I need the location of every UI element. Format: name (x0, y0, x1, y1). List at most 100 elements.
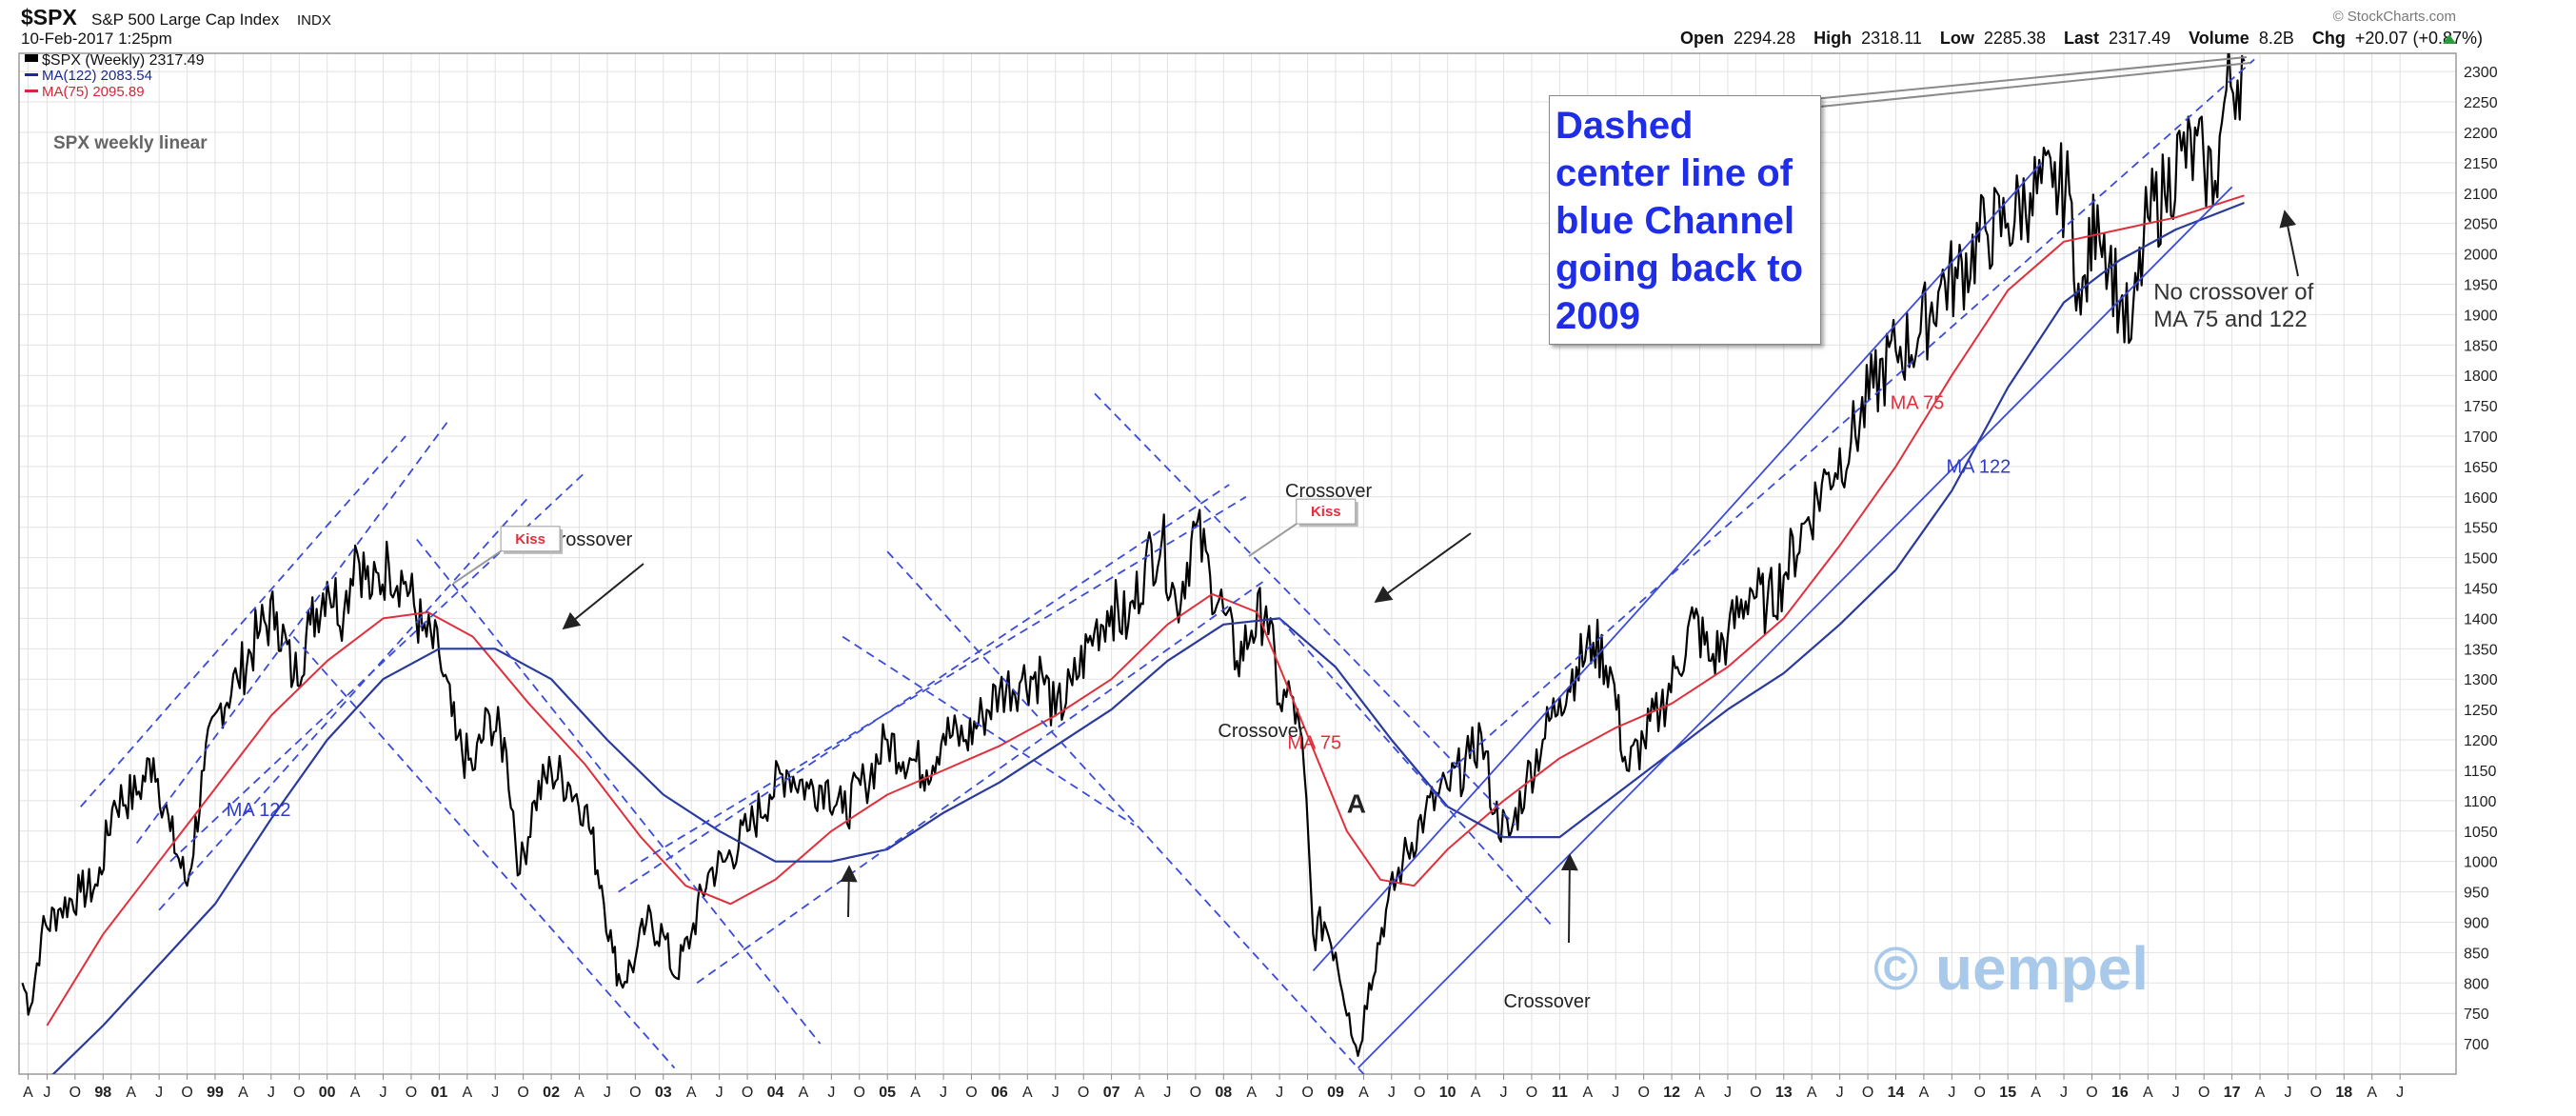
kiss-leader-line (452, 550, 502, 585)
x-tick-label: 12 (1663, 1085, 1680, 1101)
kiss-label: Kiss (515, 531, 545, 548)
x-tick-label: O (854, 1085, 865, 1101)
x-tick-label: A (1807, 1085, 1817, 1101)
series-layer (21, 53, 2246, 1074)
x-tick-label: J (2284, 1085, 2291, 1101)
y-tick-label: 1950 (2464, 277, 2498, 293)
x-tick-label: O (629, 1085, 641, 1101)
x-tick-label: A (350, 1085, 361, 1101)
x-tick-label: 14 (1888, 1085, 1905, 1101)
stockcharts-credit: © StockCharts.com (2333, 9, 2456, 25)
y-tick-label: 1100 (2464, 794, 2497, 810)
x-tick-label: O (293, 1085, 305, 1101)
dashed-trendline (1094, 392, 1516, 827)
x-tick-label: O (1750, 1085, 1761, 1101)
x-tick-label: J (1276, 1085, 1283, 1101)
chart-exchange: INDX (297, 12, 331, 29)
x-tick-label: 04 (767, 1085, 784, 1101)
chart-annotation: MA 122 (1946, 456, 2011, 477)
y-tick-label: 1000 (2464, 855, 2498, 871)
x-tick-label: O (1974, 1085, 1986, 1101)
annotation-layer: Crossover Crossover Crossover Crossover MA 1… (227, 279, 2314, 1011)
price-series-line (21, 53, 2246, 1057)
dashed-trendline (158, 496, 530, 911)
y-tick-label: 1150 (2464, 764, 2497, 780)
chg-label: Chg (2312, 29, 2346, 48)
chart-annotation: Crossover (1218, 721, 1304, 742)
x-tick-label: A (574, 1085, 585, 1101)
x-tick-label: A (2367, 1085, 2377, 1101)
y-tick-label: 2000 (2464, 248, 2498, 264)
chart-annotation: No crossover of (2153, 279, 2313, 305)
x-tick-label: 07 (1103, 1085, 1120, 1101)
y-tick-label: 1800 (2464, 369, 2498, 385)
last-value: 2317.49 (2109, 29, 2170, 48)
no-crossover-arrow (2279, 209, 2299, 277)
x-tick-label: 15 (1999, 1085, 2016, 1101)
x-tick-label: O (517, 1085, 528, 1101)
x-tick-label: O (1078, 1085, 1089, 1101)
x-tick-label: J (491, 1085, 499, 1101)
y-tick-label: 1700 (2464, 429, 2498, 446)
chart-annotation: MA 122 (227, 800, 291, 821)
dashed-trendline (696, 581, 1264, 985)
channel-trendline (1357, 186, 2233, 1069)
kiss-leader-line (1248, 523, 1298, 557)
legend-swatch-ma75 (25, 90, 38, 92)
kiss-label-box (1296, 498, 1357, 525)
x-tick-label: A (23, 1085, 33, 1101)
y-tick-label: 1900 (2464, 308, 2498, 324)
x-tick-label: J (2060, 1085, 2068, 1101)
y-tick-label: 750 (2464, 1006, 2489, 1023)
legend-swatch-ma122 (25, 73, 38, 76)
dashed-trendline (292, 635, 676, 1069)
x-tick-label: 99 (207, 1085, 224, 1101)
dashed-trendline (1278, 617, 1556, 929)
x-tick-label: A (2255, 1085, 2266, 1101)
y-tick-label: 2300 (2464, 65, 2498, 81)
x-tick-label: J (1500, 1085, 1508, 1101)
y-tick-label: 1550 (2464, 521, 2498, 537)
x-axis: A J O 98 A J O 99 A J O 00 A J O 01 A J O 02 A J O 03 A J O 04 A J O 05… (23, 1074, 2404, 1101)
y-tick-label: 800 (2464, 976, 2489, 992)
x-tick-label: 06 (991, 1085, 1008, 1101)
y-tick-label: 2150 (2464, 156, 2498, 172)
x-tick-label: A (910, 1085, 921, 1101)
volume-label: Volume (2189, 29, 2249, 48)
x-tick-label: 13 (1775, 1085, 1793, 1101)
x-tick-label: J (940, 1085, 947, 1101)
x-tick-label: A (1246, 1085, 1257, 1101)
note-line: center line of (1556, 152, 1793, 194)
x-tick-label: J (2396, 1085, 2404, 1101)
dashed-trendline (618, 484, 1230, 893)
y-tick-label: 1500 (2464, 551, 2498, 568)
kiss-label-box (500, 526, 561, 552)
chart-symbol: $SPX (21, 5, 77, 30)
x-tick-label: O (2086, 1085, 2097, 1101)
open-value: 2294.28 (1734, 29, 1795, 48)
x-tick-label: A (2143, 1085, 2153, 1101)
low-value: 2285.38 (1984, 29, 2046, 48)
x-tick-label: J (1612, 1085, 1619, 1101)
x-tick-label: A (799, 1085, 809, 1101)
legend-entry-ma75: MA(75) 2095.89 (42, 84, 145, 100)
x-tick-label: A (1919, 1085, 1930, 1101)
note-leader-line (1819, 62, 2251, 108)
dashed-trendline (416, 538, 822, 1045)
x-tick-label: A (1358, 1085, 1369, 1101)
x-tick-label: A (1694, 1085, 1705, 1101)
x-tick-label: 01 (430, 1085, 447, 1101)
x-tick-label: 10 (1439, 1085, 1456, 1101)
y-tick-label: 1050 (2464, 825, 2498, 841)
x-tick-label: O (1414, 1085, 1425, 1101)
chart-annotation: Crossover (1285, 481, 1372, 502)
chart-annotation: Crossover (545, 529, 632, 550)
chart-annotation: MA 75 and 122 (2153, 307, 2307, 332)
dashed-trendline (80, 435, 406, 807)
ohlc-readout: Open 2294.28 High 2318.11 Low 2285.38 La… (1680, 29, 2483, 48)
y-tick-label: 1750 (2464, 399, 2498, 415)
x-tick-label: O (1526, 1085, 1537, 1101)
legend-swatch-price (25, 54, 38, 62)
up-arrow-icon (2443, 34, 2456, 44)
x-tick-label: 16 (2111, 1085, 2129, 1101)
